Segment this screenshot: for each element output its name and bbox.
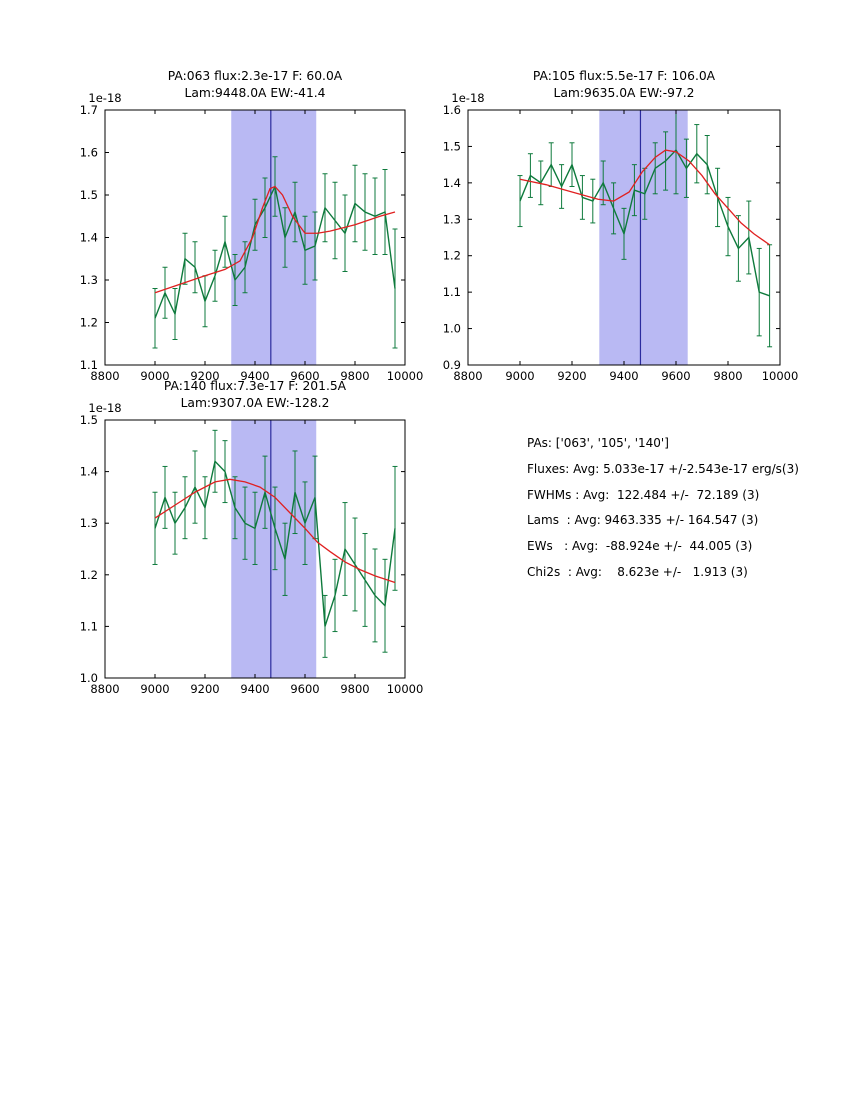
svg-text:1.2: 1.2: [80, 568, 98, 582]
svg-text:8800: 8800: [90, 682, 119, 696]
selection-band: [231, 110, 317, 365]
svg-text:1.6: 1.6: [80, 146, 98, 160]
plot-pa105-canvas: 8800 9000 9200 9400 9600 9800 10000 0.9 1.0 1.1 1.…: [443, 91, 799, 383]
selection-band: [599, 110, 688, 365]
gaussian-fit-line: [154, 185, 396, 294]
plot-title-line2: Lam:9635.0A EW:-97.2: [553, 86, 695, 100]
svg-text:1.3: 1.3: [80, 516, 98, 530]
svg-text:1.3: 1.3: [443, 212, 461, 226]
svg-text:1.4: 1.4: [443, 176, 461, 190]
gaussian-fit-line: [519, 149, 770, 246]
plot-pa140: 8800 9000 9200 9400 9600 9800 10000 1.0 1.1 1.2 1.…: [55, 372, 425, 717]
svg-text:1.1: 1.1: [80, 358, 98, 372]
svg-text:9600: 9600: [290, 369, 319, 383]
plot-pa063-canvas: 8800 9000 9200 9400 9600 9800 10000 1.1 1.2 1.3 1.…: [80, 91, 424, 383]
svg-text:1.0: 1.0: [80, 671, 98, 685]
svg-text:9600: 9600: [661, 369, 690, 383]
svg-text:0.9: 0.9: [443, 358, 461, 372]
stats-line-fwhms: FWHMs : Avg: 122.484 +/- 72.189 (3): [527, 487, 760, 502]
svg-text:9000: 9000: [140, 369, 169, 383]
plot-title-line1: PA:140 flux:7.3e-17 F: 201.5A: [163, 379, 347, 393]
svg-text:8800: 8800: [453, 369, 482, 383]
svg-text:1.4: 1.4: [80, 465, 98, 479]
svg-text:1.6: 1.6: [443, 103, 461, 117]
plot-pa105-title: PA:105 flux:5.5e-17 F: 106.0A Lam:9635.0…: [468, 68, 780, 102]
stats-line-ews: EWs : Avg: -88.924e +/- 44.005 (3): [527, 539, 753, 554]
svg-text:8800: 8800: [90, 369, 119, 383]
svg-text:1.5: 1.5: [80, 188, 98, 202]
svg-text:1.3: 1.3: [80, 273, 98, 287]
svg-text:1.4: 1.4: [80, 231, 98, 245]
spectrum-data-line: [154, 459, 396, 627]
svg-text:1.0: 1.0: [443, 322, 461, 336]
plot-pa063-title: PA:063 flux:2.3e-17 F: 60.0A Lam:9448.0A…: [105, 68, 405, 102]
svg-text:9000: 9000: [505, 369, 534, 383]
svg-text:1.5: 1.5: [443, 139, 461, 153]
svg-text:1.1: 1.1: [80, 619, 98, 633]
svg-text:9800: 9800: [340, 369, 369, 383]
y-axis-offset-label: 1e-18: [451, 91, 484, 105]
svg-text:9000: 9000: [140, 682, 169, 696]
svg-text:1.2: 1.2: [443, 249, 461, 263]
y-axis-offset-label: 1e-18: [88, 401, 121, 415]
stats-line-lams: Lams : Avg: 9463.335 +/- 164.547 (3): [527, 513, 759, 528]
plot-title-line2: Lam:9307.0A EW:-128.2: [180, 396, 330, 410]
plot-title-line1: PA:105 flux:5.5e-17 F: 106.0A: [532, 69, 716, 83]
svg-text:9200: 9200: [557, 369, 586, 383]
svg-text:10000: 10000: [387, 369, 424, 383]
plot-pa140-title: PA:140 flux:7.3e-17 F: 201.5A Lam:9307.0…: [105, 378, 405, 412]
gaussian-fit-line: [154, 478, 396, 584]
svg-text:9800: 9800: [340, 682, 369, 696]
plot-pa105: 8800 9000 9200 9400 9600 9800 10000 0.9 1.0 1.1 1.…: [418, 62, 800, 402]
svg-text:10000: 10000: [387, 682, 424, 696]
svg-text:9200: 9200: [190, 369, 219, 383]
svg-text:9200: 9200: [190, 682, 219, 696]
plot-title-line1: PA:063 flux:2.3e-17 F: 60.0A: [167, 69, 343, 83]
svg-text:1.1: 1.1: [443, 285, 461, 299]
svg-text:9400: 9400: [240, 369, 269, 383]
svg-text:1.5: 1.5: [80, 413, 98, 427]
svg-text:1.7: 1.7: [80, 103, 98, 117]
svg-text:10000: 10000: [762, 369, 799, 383]
svg-text:9400: 9400: [609, 369, 638, 383]
svg-text:9600: 9600: [290, 682, 319, 696]
plot-pa140-canvas: 8800 9000 9200 9400 9600 9800 10000 1.0 1.1 1.2 1.…: [80, 401, 424, 696]
svg-text:9400: 9400: [240, 682, 269, 696]
spectrum-data-line: [519, 148, 770, 297]
stats-line-chi2s: Chi2s : Avg: 8.623e +/- 1.913 (3): [527, 564, 748, 579]
svg-text:1.2: 1.2: [80, 316, 98, 330]
svg-text:9800: 9800: [713, 369, 742, 383]
stats-line-pas: PAs: ['063', '105', '140']: [527, 436, 669, 450]
stats-line-fluxes: Fluxes: Avg: 5.033e-17 +/-2.543e-17 erg/…: [527, 461, 799, 476]
summary-stats-panel: PAs: ['063', '105', '140'] Fluxes: Avg: …: [527, 431, 799, 586]
plot-title-line2: Lam:9448.0A EW:-41.4: [184, 86, 326, 100]
plot-pa063: 8800 9000 9200 9400 9600 9800 10000 1.1 1.2 1.3 1.…: [55, 62, 425, 402]
selection-band: [231, 420, 317, 678]
y-axis-offset-label: 1e-18: [88, 91, 121, 105]
